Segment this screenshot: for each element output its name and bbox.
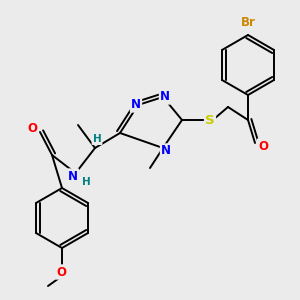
Text: Br: Br: [241, 16, 255, 29]
Text: N: N: [68, 169, 78, 182]
Text: O: O: [258, 140, 268, 152]
Text: O: O: [27, 122, 37, 136]
Text: N: N: [161, 145, 171, 158]
Text: N: N: [160, 91, 170, 103]
Text: H: H: [93, 134, 101, 144]
Text: N: N: [131, 98, 141, 112]
Text: H: H: [82, 177, 90, 187]
Text: S: S: [205, 115, 215, 128]
Text: O: O: [56, 266, 66, 278]
